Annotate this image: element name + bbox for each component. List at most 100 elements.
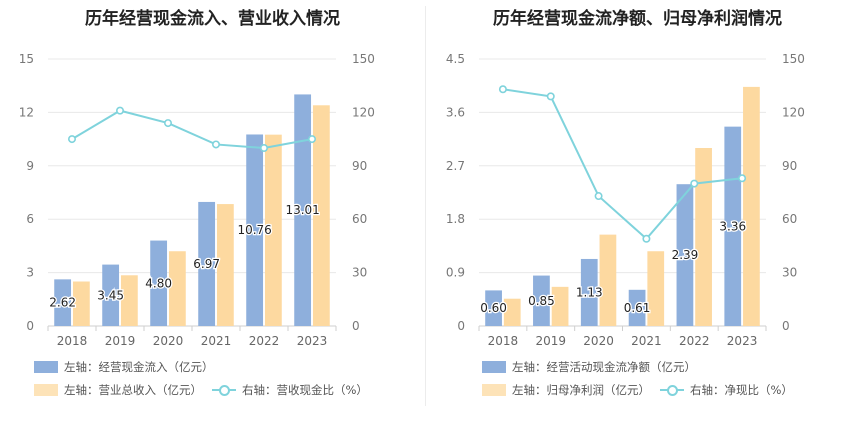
line-point — [164, 119, 173, 128]
panel-divider — [425, 6, 426, 406]
bar-primary — [102, 264, 120, 326]
y-right-tick-label: 30 — [352, 266, 367, 280]
series-line — [71, 109, 313, 150]
bar-secondary — [264, 134, 282, 326]
bar-data-label: 4.80 — [145, 276, 172, 290]
bar-data-label: 13.01 — [285, 203, 319, 217]
x-tick-label: 2021 — [631, 334, 662, 348]
legend-label: 左轴：归母净利润（亿元） — [512, 383, 650, 397]
legend-swatch-blue — [482, 361, 506, 373]
bar-primary — [150, 240, 168, 326]
x-tick-label: 2020 — [583, 334, 614, 348]
y-right-tick-label: 60 — [782, 212, 797, 226]
bar-data-label: 2.62 — [49, 296, 76, 310]
y-left-tick-label: 0 — [26, 319, 34, 333]
y-left-tick-label: 1.8 — [446, 212, 465, 226]
legend-item-bar2[interactable]: 左轴：营业总收入（亿元） — [34, 382, 202, 398]
x-tick-label: 2020 — [153, 334, 184, 348]
bar-data-label: 1.13 — [576, 285, 603, 299]
bar-secondary — [599, 234, 617, 326]
bar-secondary — [695, 148, 712, 326]
series-line — [502, 88, 743, 241]
x-tick-label: 2019 — [105, 334, 136, 348]
y-left-tick-label: 4.5 — [446, 52, 465, 66]
line-point — [690, 179, 699, 188]
line-point — [738, 174, 747, 183]
bar-secondary — [72, 281, 90, 326]
y-right-tick-label: 90 — [352, 159, 367, 173]
y-left-tick-label: 9 — [26, 159, 34, 173]
legend-item-line[interactable]: 右轴：营收现金比（%） — [212, 382, 368, 398]
legend-label: 左轴：营业总收入（亿元） — [64, 383, 202, 397]
bar-secondary — [647, 251, 665, 326]
y-right-tick-label: 150 — [352, 52, 375, 66]
chart-panel-left: 历年经营现金流入、营业收入情况 0 3 6 9 12 15 0 30 60 90 120 150 201… — [19, 9, 378, 399]
y-right-tick-label: 0 — [782, 319, 790, 333]
bar-primary — [294, 94, 312, 326]
y-left-tick-label: 15 — [19, 52, 34, 66]
y-right-tick-label: 90 — [782, 159, 797, 173]
legend-label: 右轴：净现比（%） — [690, 383, 793, 397]
bar-data-label: 3.36 — [719, 219, 746, 233]
chart-plot-right: 0 0.9 1.8 2.7 3.6 4.5 0 30 60 90 120 150 2018 2019 202… — [446, 52, 805, 348]
y-left-tick-label: 0 — [457, 319, 465, 333]
legend-item-bar1[interactable]: 左轴：经营现金流入（亿元） — [34, 359, 214, 375]
legend-row-2: 左轴：营业总收入（亿元） 右轴：营收现金比（%） — [34, 381, 378, 399]
line-point — [546, 92, 555, 101]
bar-primary — [724, 126, 742, 326]
y-right-tick-label: 0 — [352, 319, 360, 333]
x-tick-label: 2019 — [535, 334, 566, 348]
x-tick-label: 2021 — [201, 334, 232, 348]
bar-data-label: 2.39 — [672, 248, 699, 262]
legend-label: 左轴：经营活动现金流净额（亿元） — [512, 360, 696, 374]
chart-title: 历年经营现金流入、营业收入情况 — [85, 9, 340, 29]
line-point — [498, 85, 507, 94]
x-tick-label: 2018 — [488, 334, 519, 348]
bar-secondary — [503, 298, 521, 326]
x-tick-label: 2018 — [57, 334, 88, 348]
bar-primary — [580, 258, 598, 326]
y-right-tick-label: 30 — [782, 266, 797, 280]
legend-item-bar1[interactable]: 左轴：经营活动现金流净额（亿元） — [482, 359, 696, 375]
line-point — [116, 106, 125, 115]
legend-swatch-blue — [34, 361, 58, 373]
bar-data-label: 0.60 — [480, 301, 507, 315]
y-left-tick-label: 12 — [19, 105, 34, 119]
legend-item-bar2[interactable]: 左轴：归母净利润（亿元） — [482, 382, 650, 398]
line-point — [212, 140, 221, 149]
legend-item-line[interactable]: 右轴：净现比（%） — [660, 382, 793, 398]
line-point — [307, 135, 316, 144]
bar-primary — [628, 289, 646, 326]
bar-primary — [533, 275, 550, 326]
y-right-tick-label: 120 — [352, 105, 375, 119]
x-tick-label: 2022 — [679, 334, 710, 348]
bar-primary — [485, 290, 502, 326]
bar-data-label: 3.45 — [97, 288, 124, 302]
x-tick-label: 2022 — [249, 334, 280, 348]
bar-data-label: 6.97 — [193, 257, 220, 271]
bar-data-label: 0.85 — [528, 294, 555, 308]
legend-row-1: 左轴：经营现金流入（亿元） — [34, 358, 224, 376]
bar-primary — [676, 184, 694, 326]
legend-swatch-line — [212, 384, 236, 396]
line-point — [594, 192, 603, 201]
x-tick-label: 2023 — [297, 334, 328, 348]
bar-secondary — [216, 204, 234, 326]
legend-label: 左轴：经营现金流入（亿元） — [64, 360, 214, 374]
line-point — [259, 144, 268, 153]
bar-primary — [246, 134, 264, 326]
bar-secondary — [551, 286, 569, 326]
line-point — [642, 234, 651, 243]
legend-swatch-orange — [482, 384, 506, 396]
y-left-tick-label: 6 — [26, 212, 34, 226]
bar-secondary — [312, 105, 330, 326]
chart-title: 历年经营现金流净额、归母净利润情况 — [493, 9, 782, 29]
bar-primary — [54, 279, 72, 326]
legend-swatch-line — [660, 384, 684, 396]
bar-data-label: 0.61 — [624, 301, 651, 315]
y-left-tick-label: 3.6 — [446, 105, 465, 119]
y-left-tick-label: 2.7 — [446, 159, 465, 173]
bar-secondary — [743, 86, 760, 327]
y-left-tick-label: 0.9 — [446, 266, 465, 280]
